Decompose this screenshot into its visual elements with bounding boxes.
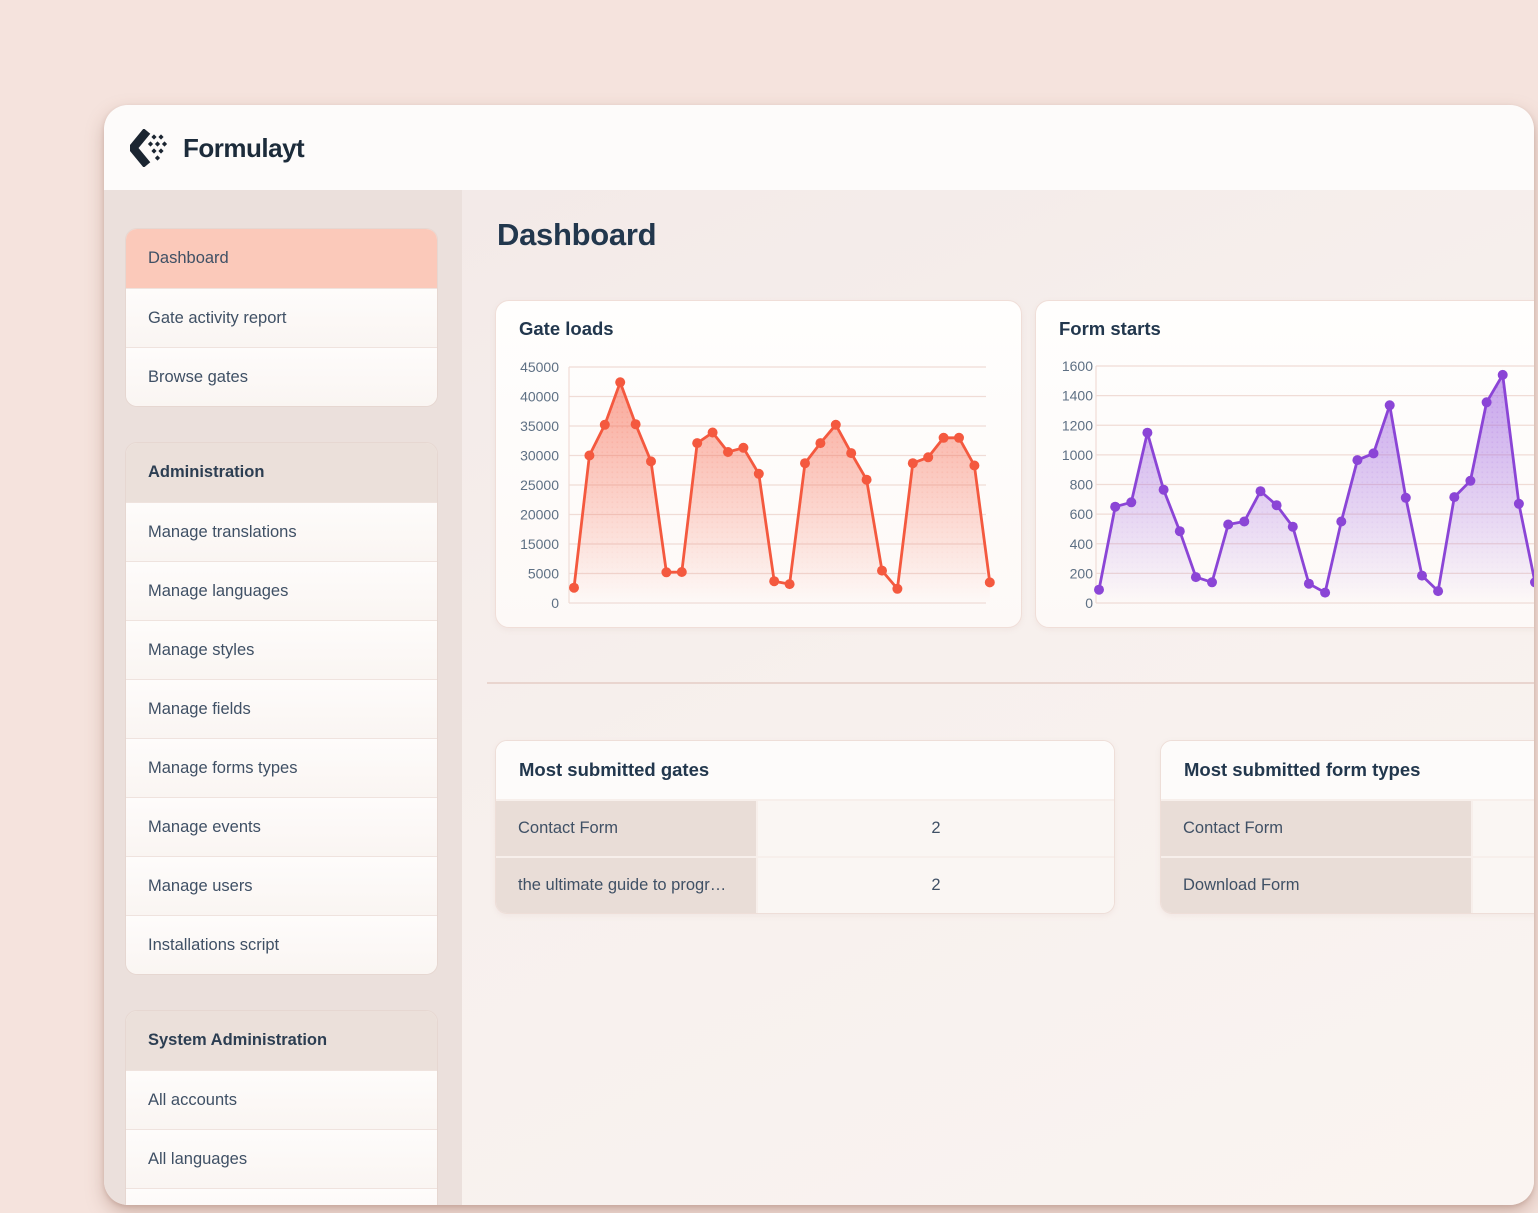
svg-text:45000: 45000 [520,359,559,375]
table-cell-label: Contact Form [496,801,756,856]
table-row: Contact Form 2 [496,799,1114,856]
svg-text:0: 0 [551,595,559,611]
svg-text:1000: 1000 [1062,447,1093,463]
gate-loads-card: Gate loads 0 5000 15000 20000 25000 30000 3500… [495,300,1022,628]
chart-title-gate-loads: Gate loads [519,318,614,339]
table-row: Contact Form [1161,799,1534,856]
sidebar-group: Administration Manage translations Manage … [125,442,438,975]
svg-text:200: 200 [1070,565,1094,581]
sidebar-item-manage-translations[interactable]: Manage translations [126,502,437,561]
table-cell-value [1471,801,1534,856]
sidebar-item-manage-forms-types[interactable]: Manage forms types [126,738,437,797]
table-body-gates: Contact Form 2 the ultimate guide to progr… [496,799,1114,913]
table-title-gates: Most submitted gates [496,741,1114,799]
tables-row: Most submitted gates Contact Form 2 the ul… [495,740,1534,914]
svg-text:35000: 35000 [520,418,559,434]
svg-text:25000: 25000 [520,477,559,493]
table-row: Download Form [1161,856,1534,913]
sidebar-item-all-users[interactable]: All users [126,1188,437,1205]
svg-text:600: 600 [1070,506,1094,522]
sidebar-group: Dashboard Gate activity report Browse gate… [125,228,438,407]
svg-text:1200: 1200 [1062,417,1093,433]
sidebar-item-gate-activity-report[interactable]: Gate activity report [126,288,437,347]
sidebar-item-installations-script[interactable]: Installations script [126,915,437,974]
chart-title-form-starts: Form starts [1059,318,1161,339]
sidebar: Dashboard Gate activity report Browse gate… [104,190,462,1205]
table-cell-label: the ultimate guide to progre… [496,858,756,913]
sidebar-group-header-administration: Administration [126,443,437,502]
table-title-form-types: Most submitted form types [1161,741,1534,799]
svg-text:30000: 30000 [520,448,559,464]
svg-text:5000: 5000 [528,566,559,582]
form-starts-card: Form starts 0 200 400 600 800 1000 1200 1400 160… [1035,300,1534,628]
brand-name: Formulayt [183,132,305,163]
section-divider [487,682,1534,684]
svg-text:20000: 20000 [520,507,559,523]
svg-text:40000: 40000 [520,389,559,405]
table-row: the ultimate guide to progre… 2 [496,856,1114,913]
sidebar-item-manage-languages[interactable]: Manage languages [126,561,437,620]
app-window: Formulayt Dashboard Gate activity report B… [104,105,1534,1205]
sidebar-item-manage-styles[interactable]: Manage styles [126,620,437,679]
svg-text:1400: 1400 [1062,388,1093,404]
svg-text:800: 800 [1070,477,1094,493]
main-content: Dashboard Gate loads 0 5000 15000 20000 2500… [462,190,1534,1205]
svg-text:15000: 15000 [520,536,559,552]
sidebar-group: System Administration All accounts All lan… [125,1010,438,1205]
table-cell-value [1471,858,1534,913]
svg-text:0: 0 [1085,595,1093,611]
sidebar-item-browse-gates[interactable]: Browse gates [126,347,437,406]
sidebar-item-manage-events[interactable]: Manage events [126,797,437,856]
gate-loads-chart: 0 5000 15000 20000 25000 30000 35000 40000 45000 [520,359,995,611]
table-cell-label: Download Form [1161,858,1471,913]
sidebar-item-all-accounts[interactable]: All accounts [126,1070,437,1129]
svg-text:400: 400 [1070,536,1094,552]
topbar: Formulayt [104,105,1534,190]
charts-row: Gate loads 0 5000 15000 20000 25000 30000 3500… [495,300,1534,628]
sidebar-group-header-system-administration: System Administration [126,1011,437,1070]
sidebar-item-dashboard[interactable]: Dashboard [126,229,437,288]
sidebar-item-manage-users[interactable]: Manage users [126,856,437,915]
form-starts-chart: 0 200 400 600 800 1000 1200 1400 1600 [1062,358,1534,611]
brand[interactable]: Formulayt [130,129,305,167]
page-title: Dashboard [497,217,657,252]
sidebar-item-all-languages[interactable]: All languages [126,1129,437,1188]
svg-text:1600: 1600 [1062,358,1093,374]
most-submitted-form-types-card: Most submitted form types Contact Form Do… [1160,740,1534,914]
table-cell-value: 2 [756,801,1114,856]
brand-logo-icon [130,129,168,167]
most-submitted-gates-card: Most submitted gates Contact Form 2 the ul… [495,740,1115,914]
sidebar-item-manage-fields[interactable]: Manage fields [126,679,437,738]
table-body-form-types: Contact Form Download Form [1161,799,1534,913]
table-cell-label: Contact Form [1161,801,1471,856]
table-cell-value: 2 [756,858,1114,913]
